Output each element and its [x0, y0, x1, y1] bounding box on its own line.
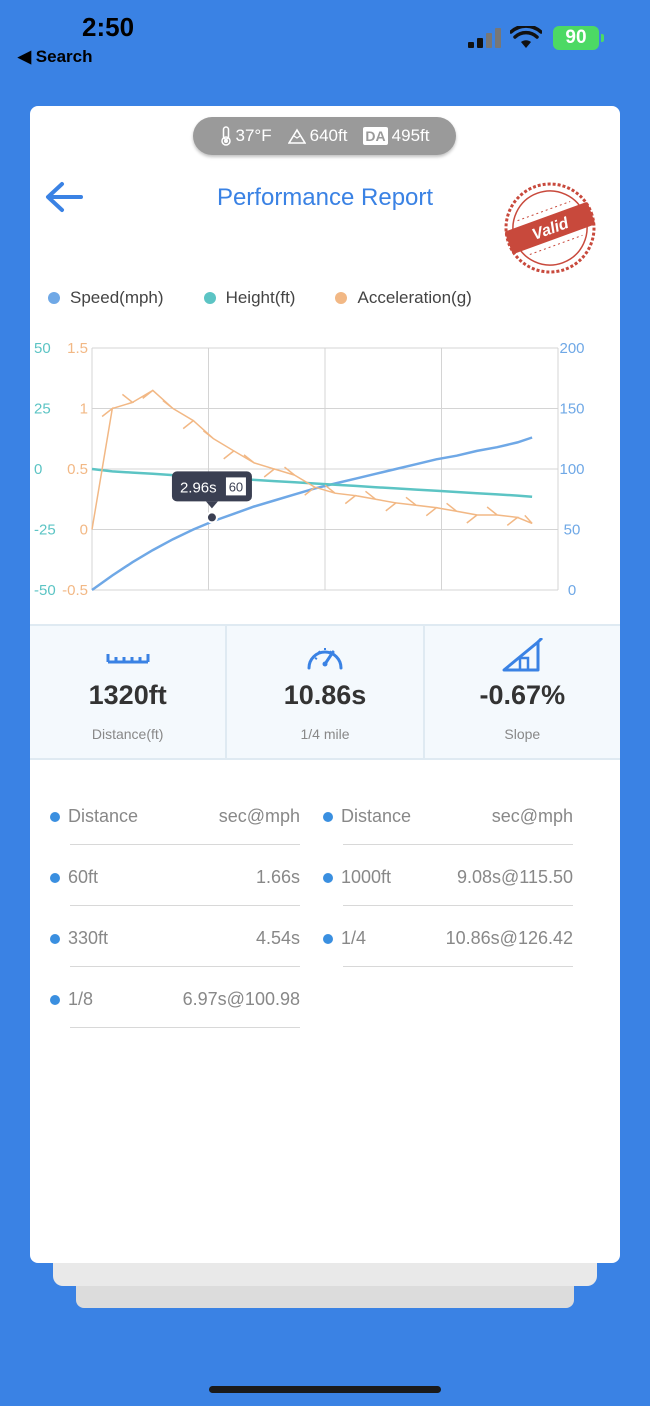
elapsed-time-label: 1/4 mile — [300, 726, 350, 742]
tooltip-time: 2.96s — [180, 479, 217, 496]
temperature-value: 37°F — [235, 126, 272, 145]
height-series-line — [91, 467, 533, 499]
y-tick-label-speed: 0 — [568, 582, 576, 599]
split-name: 1000ft — [341, 867, 392, 887]
column-header: Distance sec@mph — [323, 806, 585, 845]
tooltip-speed: 60 — [229, 479, 243, 494]
split-value: 9.08s@115.50 — [456, 867, 573, 887]
split-value: 4.54s — [255, 928, 300, 948]
split-name: 330ft — [68, 928, 109, 948]
stat-distance: 1320ft Distance(ft) — [30, 626, 228, 758]
column-header: Distance sec@mph — [50, 806, 312, 845]
split-cell: 1/4 10.86s@126.42 — [323, 928, 585, 967]
elapsed-time-value: 10.86s — [283, 680, 367, 710]
split-value: 1.66s — [255, 867, 300, 887]
bullet-dot — [323, 812, 333, 822]
bullet-dot — [50, 995, 60, 1005]
stat-quarter-mile: 10.86s 1/4 mile — [227, 626, 425, 758]
bullet-dot — [50, 934, 60, 944]
split-value: 10.86s@126.42 — [445, 928, 573, 948]
y-tick-label-acceleration: -0.5 — [62, 582, 88, 599]
thermometer-icon — [220, 126, 231, 146]
report-card: 37°F 640ft DA 495ft Performance Report V… — [30, 106, 620, 1263]
distance-label: Distance(ft) — [91, 726, 164, 742]
legend-label: Acceleration(g) — [357, 288, 472, 307]
altitude-value: 640ft — [309, 126, 348, 145]
legend-dot — [203, 292, 216, 304]
speedometer-icon — [307, 648, 343, 670]
tooltip-point — [205, 511, 218, 524]
split-name: 60ft — [68, 867, 99, 887]
battery-indicator: 90 — [553, 26, 604, 50]
split-value: 6.97s@100.98 — [182, 989, 300, 1009]
split-name: 1/4 — [341, 928, 367, 948]
table-row: 330ft 4.54s 1/4 10.86s@126.42 — [30, 904, 620, 967]
back-arrow-icon[interactable] — [44, 180, 84, 214]
header-secmph: sec@mph — [218, 806, 300, 826]
home-indicator — [209, 1386, 441, 1393]
split-cell: 1000ft 9.08s@115.50 — [323, 867, 585, 906]
table-row: Distance sec@mph Distance sec@mph — [30, 782, 620, 845]
header-distance: Distance — [341, 806, 412, 826]
slope-value: -0.67% — [479, 680, 566, 710]
legend-label: Height(ft) — [225, 288, 296, 307]
y-tick-label-acceleration: 1.5 — [67, 340, 88, 357]
valid-stamp-icon: Valid — [504, 182, 596, 274]
split-cell: 1/8 6.97s@100.98 — [50, 989, 312, 1028]
slope-icon — [502, 638, 544, 672]
header-distance: Distance — [68, 806, 139, 826]
y-tick-label-acceleration: 0 — [80, 522, 88, 539]
back-to-search-link[interactable]: ◀ Search — [18, 47, 93, 66]
page-title: Performance Report — [216, 184, 434, 211]
table-row: 1/8 6.97s@100.98 — [30, 965, 620, 1028]
bullet-dot — [323, 934, 333, 944]
tooltip-speed-badge — [225, 477, 246, 496]
density-altitude-badge: DA — [363, 127, 388, 145]
split-cell: 330ft 4.54s — [50, 928, 312, 967]
y-tick-label-height: -25 — [34, 522, 56, 539]
split-cell: 60ft 1.66s — [50, 867, 312, 906]
legend-label: Speed(mph) — [70, 288, 164, 307]
y-tick-label-height: 50 — [34, 340, 51, 357]
clock: 2:50 — [82, 12, 135, 42]
y-tick-label-speed: 200 — [559, 340, 584, 357]
y-tick-label-speed: 150 — [559, 401, 584, 418]
ruler-icon — [106, 654, 150, 664]
stats-panel: 1320ft Distance(ft) 10.86s 1/4 mile -0.6… — [30, 624, 620, 760]
y-tick-label-acceleration: 1 — [80, 401, 88, 418]
stat-slope: -0.67% Slope — [425, 626, 620, 758]
bullet-dot — [50, 873, 60, 883]
acceleration-series-line — [91, 389, 533, 530]
y-tick-label-height: 25 — [34, 401, 51, 418]
distance-value: 1320ft — [88, 680, 167, 710]
tooltip-pointer — [205, 501, 218, 509]
split-name: 1/8 — [68, 989, 94, 1009]
y-tick-label-acceleration: 0.5 — [67, 461, 88, 478]
table-row: 60ft 1.66s 1000ft 9.08s@115.50 — [30, 843, 620, 906]
legend-dot — [48, 292, 60, 304]
slope-label: Slope — [504, 726, 541, 742]
chart-legend: Speed(mph) Height(ft) Acceleration(g) — [48, 288, 608, 308]
density-altitude-value: 495ft — [391, 126, 430, 145]
bullet-dot — [50, 812, 60, 822]
y-tick-label-height: 0 — [34, 461, 42, 478]
header-secmph: sec@mph — [491, 806, 573, 826]
legend-item-height[interactable]: Height(ft) — [203, 288, 296, 308]
cellular-signal-icon — [468, 28, 502, 48]
performance-chart[interactable]: 50 25 0 -25 -50 1.5 1 0.5 0 -0.5 200 150 100 50 0 2.96s… — [30, 328, 620, 600]
mountain-icon — [287, 128, 306, 144]
splits-table: Distance sec@mph Distance sec@mph 60ft 1… — [30, 782, 620, 1028]
y-tick-label-speed: 100 — [559, 461, 584, 478]
legend-dot — [335, 292, 348, 304]
bullet-dot — [323, 873, 333, 883]
wifi-icon — [510, 26, 542, 48]
y-tick-label-height: -50 — [34, 582, 56, 599]
legend-item-acceleration[interactable]: Acceleration(g) — [335, 288, 472, 308]
legend-item-speed[interactable]: Speed(mph) — [48, 288, 164, 308]
y-tick-label-speed: 50 — [564, 522, 581, 539]
status-bar: 2:50 ◀ Search 90 — [0, 0, 650, 80]
weather-conditions-pill: 37°F 640ft DA 495ft — [193, 117, 456, 155]
speed-series-line — [91, 436, 533, 592]
